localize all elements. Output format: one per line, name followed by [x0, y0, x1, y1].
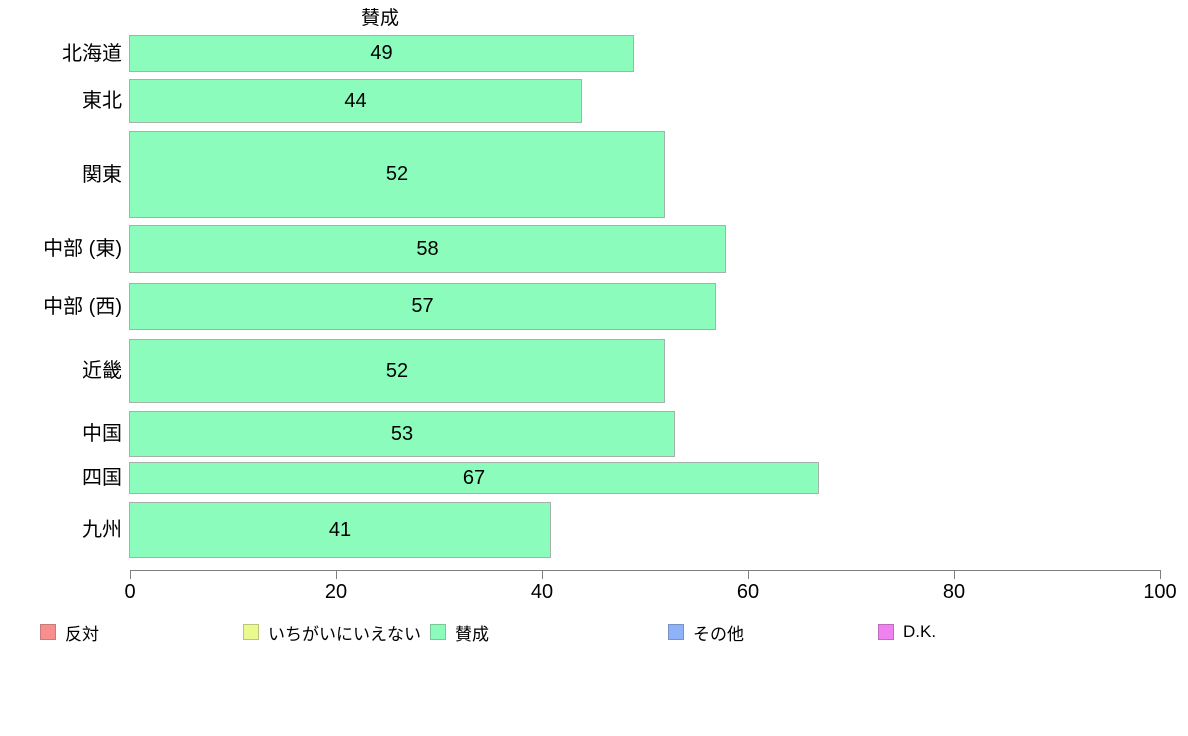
bar-value-label: 52 [385, 359, 409, 382]
legend-swatch [878, 624, 894, 640]
axis-tick-label: 80 [942, 581, 966, 603]
bar-value-label: 44 [344, 89, 367, 112]
category-label: 東北 [82, 90, 122, 112]
legend-label: その他 [693, 624, 744, 644]
legend-label: 賛成 [455, 624, 489, 644]
bar: 52 [129, 339, 665, 403]
axis-tick-label: 20 [324, 581, 348, 603]
legend-swatch [668, 624, 684, 640]
chart-title: 賛成 [360, 8, 399, 29]
bar-value-label: 52 [385, 163, 409, 185]
legend-swatch [243, 624, 259, 640]
axis-tick [954, 571, 955, 579]
axis-tick [748, 571, 749, 579]
category-label: 中部 (東) [43, 238, 122, 260]
legend-label: D.K. [903, 622, 937, 641]
bar: 44 [129, 79, 582, 123]
bar: 52 [129, 131, 665, 218]
axis-tick [542, 571, 543, 579]
legend-label: いちがいにいえない [268, 624, 421, 644]
category-label: 四国 [82, 467, 122, 489]
bar: 41 [129, 502, 551, 558]
bar: 49 [129, 35, 634, 72]
category-label: 北海道 [62, 42, 122, 65]
category-label: 関東 [82, 163, 122, 186]
category-label: 中部 (西) [43, 295, 122, 318]
bar-value-label: 49 [370, 42, 393, 64]
bar-value-label: 58 [416, 237, 439, 260]
bar: 58 [129, 225, 726, 273]
axis-tick [336, 571, 337, 579]
legend-swatch [430, 624, 446, 640]
axis-tick [1160, 571, 1161, 579]
category-label: 中国 [82, 423, 122, 445]
bar-value-label: 41 [328, 518, 352, 541]
axis-tick [130, 571, 131, 579]
legend-item: いちがいにいえない [243, 622, 421, 644]
legend-item: 反対 [40, 622, 99, 644]
bar: 67 [129, 462, 819, 494]
legend-label: 反対 [65, 624, 99, 644]
axis-tick-label: 100 [1143, 581, 1177, 603]
legend-swatch [40, 624, 56, 640]
legend-item: 賛成 [430, 622, 489, 644]
category-label: 近畿 [82, 360, 122, 382]
bar-value-label: 67 [462, 466, 486, 489]
bar-value-label: 57 [411, 295, 434, 317]
legend-item: D.K. [878, 622, 936, 642]
axis-tick-label: 0 [124, 581, 136, 603]
axis-tick-label: 60 [736, 581, 760, 603]
bar: 53 [129, 411, 675, 457]
category-label: 九州 [82, 519, 122, 541]
axis-tick-label: 40 [530, 581, 554, 603]
legend-item: その他 [668, 622, 744, 644]
axis-line [130, 570, 1161, 571]
bar: 57 [129, 283, 716, 330]
bar-value-label: 53 [390, 422, 414, 445]
